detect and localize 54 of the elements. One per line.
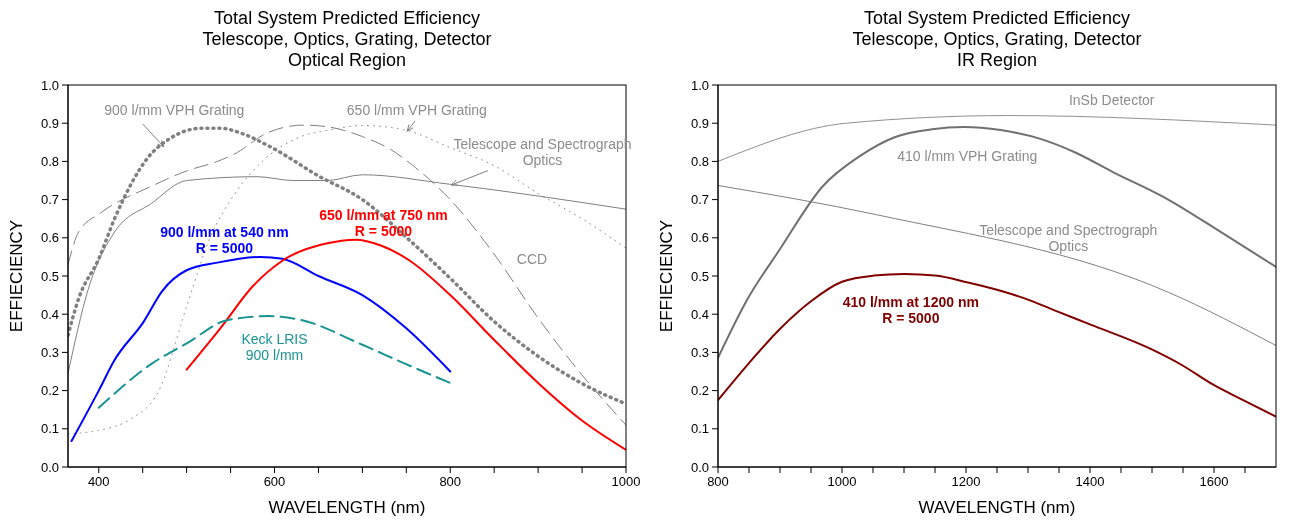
x-tick-label: 800 (707, 474, 729, 490)
y-tick-label: 0.5 (690, 268, 709, 284)
y-tick-label: 0.0 (690, 459, 709, 475)
y-tick-label: 0.7 (690, 192, 709, 208)
series-label: InSb Detector (1068, 91, 1155, 108)
x-tick-label: 600 (263, 474, 286, 490)
y-tick-label: 0.2 (690, 383, 709, 399)
series-label: 900 l/mm at 540 nm R = 5000 (160, 224, 289, 257)
x-tick-label: 1000 (611, 474, 641, 490)
line-series (70, 255, 452, 443)
y-tick-label: 0.9 (690, 115, 709, 131)
x-axis-title: WAVELENGTH (nm) (918, 498, 1076, 517)
y-tick-label: 0.8 (40, 154, 59, 170)
x-tick-label: 800 (439, 474, 462, 490)
line-series (185, 238, 626, 451)
y-tick-label: 0.7 (40, 192, 59, 208)
y-axis-title: EFFIECIENCY (7, 219, 27, 333)
chart-title: Total System Predicted Efficiency Telescope, Optics, Grating, Detector Optical Region (202, 8, 492, 70)
y-tick-label: 0.9 (40, 115, 59, 131)
y-tick-label: 0.0 (40, 459, 59, 475)
chart-title: Total System Predicted Efficiency Telescope, Optics, Grating, Detector IR Region (852, 8, 1142, 70)
series-label: 410 l/mm at 1200 nm R = 5000 (842, 294, 979, 327)
y-tick-label: 0.5 (40, 268, 59, 284)
y-axis-title: EFFIECIENCY (657, 219, 677, 333)
series-label: Telescope and Spectrograph Optics (979, 221, 1158, 254)
series-label: 650 l/mm at 750 nm R = 5000 (319, 206, 448, 239)
series-label: 650 l/mm VPH Grating (346, 101, 487, 118)
series-label: 900 l/mm VPH Grating (104, 101, 245, 118)
y-tick-label: 0.3 (40, 345, 59, 361)
series-label: Keck LRIS 900 l/mm (241, 331, 308, 364)
line-series (97, 315, 452, 409)
y-tick-label: 0.3 (690, 345, 709, 361)
y-tick-label: 0.6 (40, 230, 59, 246)
y-tick-label: 0.1 (690, 421, 709, 437)
x-axis-title: WAVELENGTH (nm) (268, 498, 426, 517)
x-tick-label: 1400 (1075, 474, 1105, 490)
line-series (718, 273, 1276, 418)
x-tick-label: 1200 (951, 474, 981, 490)
y-tick-label: 0.6 (690, 230, 709, 246)
x-tick-label: 1600 (1199, 474, 1229, 490)
y-tick-label: 0.1 (40, 421, 59, 437)
x-tick-label: 1000 (827, 474, 857, 490)
x-tick-label: 400 (87, 474, 110, 490)
y-tick-label: 0.4 (40, 306, 59, 322)
line-series (718, 126, 1276, 359)
y-tick-label: 1.0 (40, 77, 59, 93)
series-label: CCD (516, 250, 548, 267)
y-tick-label: 1.0 (690, 77, 709, 93)
y-tick-label: 0.8 (690, 154, 709, 170)
y-tick-label: 0.4 (690, 306, 709, 322)
line-series (718, 115, 1276, 162)
y-tick-label: 0.2 (40, 383, 59, 399)
line-series (718, 184, 1276, 347)
series-label: 410 l/mm VPH Grating (897, 148, 1038, 165)
